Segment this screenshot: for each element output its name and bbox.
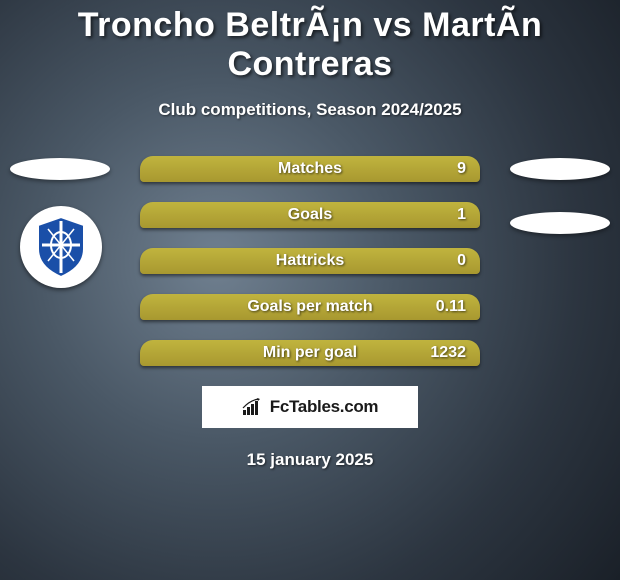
date-text: 15 january 2025 (0, 450, 620, 470)
page-title: Troncho BeltrÃ¡n vs MartÃ­n Contreras (0, 0, 620, 84)
stat-label: Goals (288, 206, 332, 224)
stat-label: Hattricks (276, 252, 344, 270)
chart-bars-icon (242, 398, 264, 416)
stat-value: 0 (457, 252, 466, 270)
club-logo-left (20, 206, 102, 288)
shield-icon (34, 215, 88, 279)
stat-value: 9 (457, 160, 466, 178)
stat-label: Min per goal (263, 344, 357, 362)
stat-bar: Goals 1 (140, 202, 480, 228)
subtitle: Club competitions, Season 2024/2025 (0, 100, 620, 120)
stat-bar: Matches 9 (140, 156, 480, 182)
brand-text: FcTables.com (270, 397, 379, 417)
stat-value: 1 (457, 206, 466, 224)
player-oval-right-2 (510, 212, 610, 234)
content-root: Troncho BeltrÃ¡n vs MartÃ­n Contreras Cl… (0, 0, 620, 470)
stat-bar: Goals per match 0.11 (140, 294, 480, 320)
stat-label: Matches (278, 160, 342, 178)
stat-bar: Hattricks 0 (140, 248, 480, 274)
stat-value: 1232 (430, 344, 466, 362)
stats-bars-area: Matches 9 Goals 1 Hattricks 0 Goals per … (0, 156, 620, 366)
stat-value: 0.11 (436, 298, 466, 316)
brand-box: FcTables.com (202, 386, 418, 428)
player-oval-right-1 (510, 158, 610, 180)
player-oval-left (10, 158, 110, 180)
stat-label: Goals per match (247, 298, 372, 316)
stat-bar: Min per goal 1232 (140, 340, 480, 366)
